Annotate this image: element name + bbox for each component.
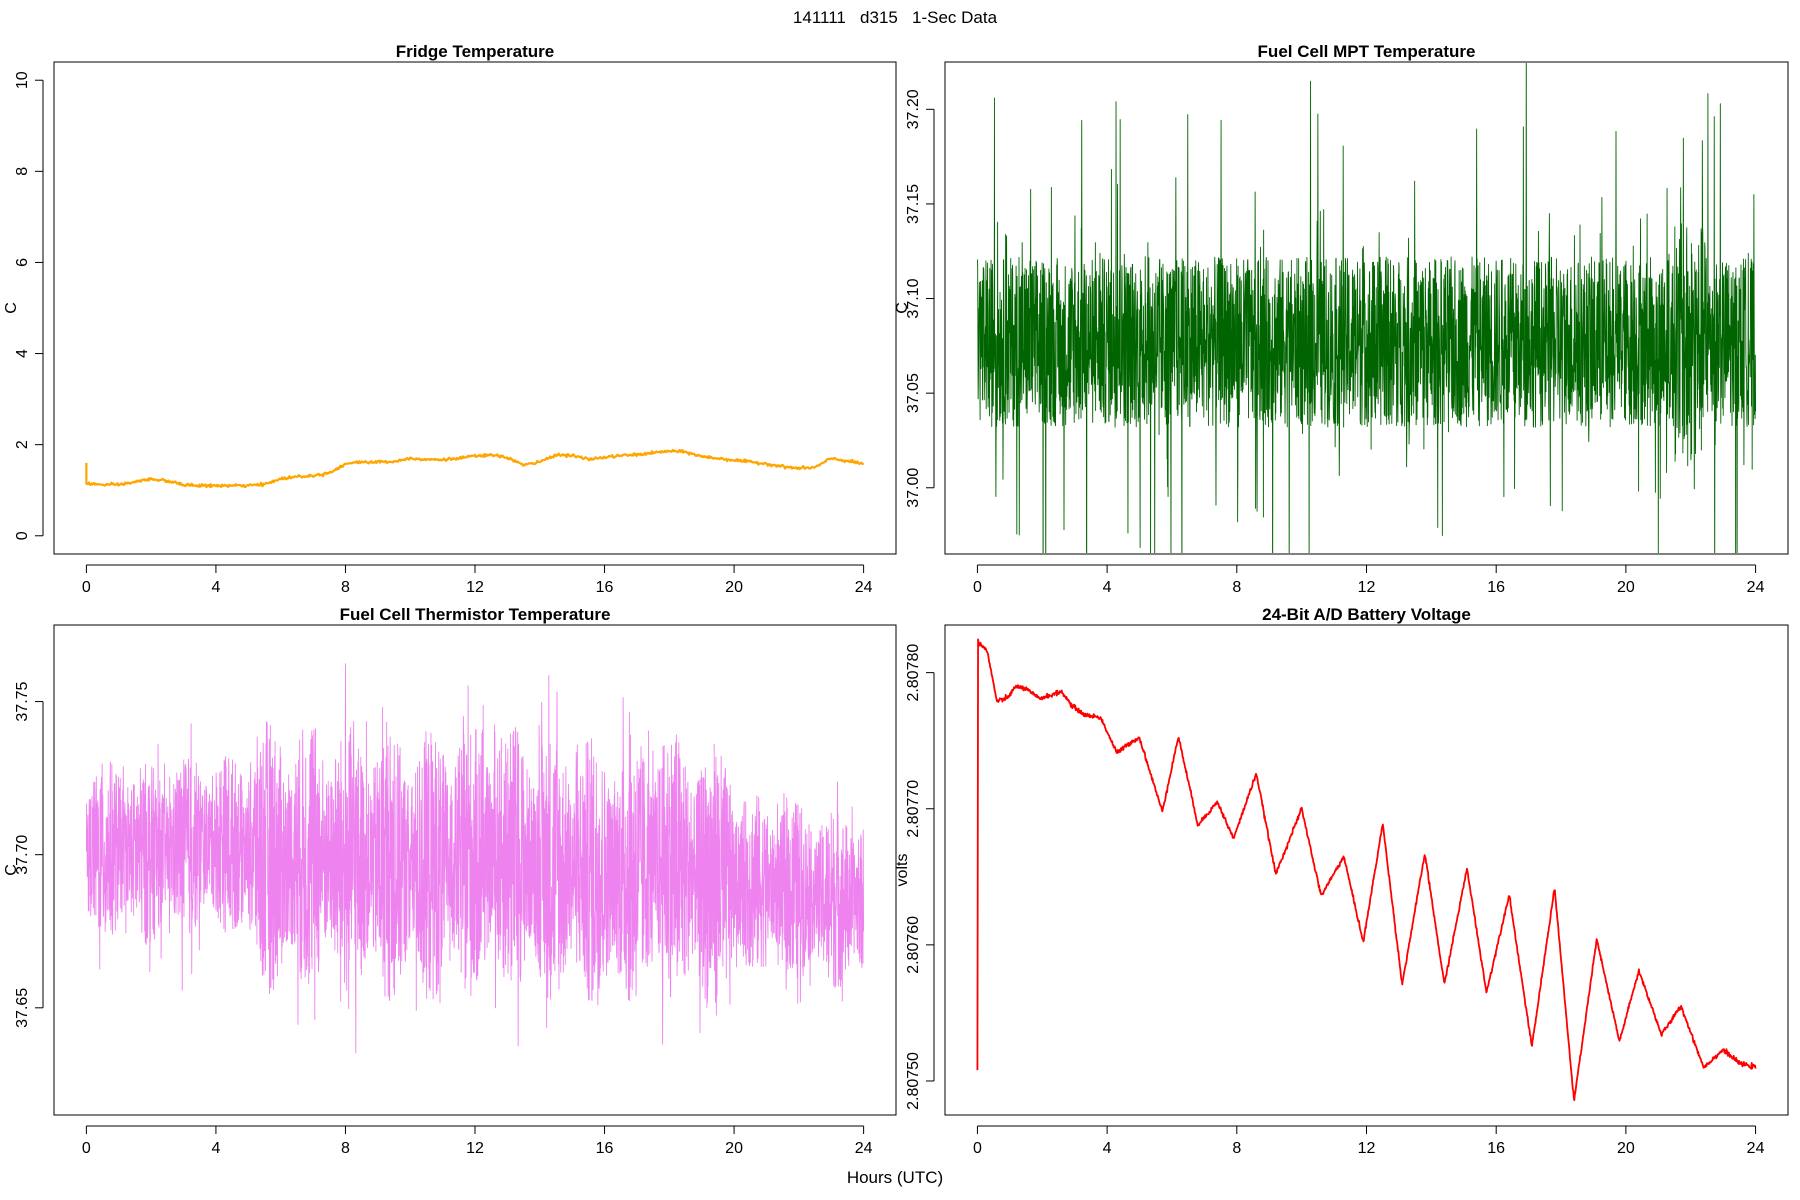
x-tick-label: 16 [1487,579,1505,596]
x-tick-label: 20 [725,579,743,596]
x-tick-label: 8 [341,1140,350,1157]
y-tick-label: 37.10 [905,278,922,318]
y-tick-label: 2.80760 [905,916,922,974]
y-tick-label: 2.80780 [905,644,922,702]
x-tick-label: 0 [973,579,982,596]
x-tick-label: 24 [1747,1140,1765,1157]
y-tick-label: 6 [14,258,31,267]
x-tick-label: 0 [82,579,91,596]
y-tick-label: 2.80750 [905,1052,922,1110]
panel-fuel-cell-thermistor-temperature: Fuel Cell Thermistor Temperature 0 4 8 12 16 2… [3,605,897,1157]
y-tick-label: 8 [14,167,31,176]
x-tick-label: 20 [1617,579,1635,596]
x-tick-label: 16 [596,1140,614,1157]
y-tick-label: 4 [14,349,31,358]
x-tick-label: 0 [82,1140,91,1157]
y-axis-label: C [3,864,20,876]
plot-frame [53,61,897,555]
x-tick-label: 16 [596,579,614,596]
x-tick-label: 8 [1232,1140,1241,1157]
x-tick-label: 20 [1617,1140,1635,1157]
x-tick-label: 16 [1487,1140,1505,1157]
y-tick-label: 0 [14,531,31,540]
y-tick-label: 10 [14,71,31,89]
panel-battery-voltage: 24-Bit A/D Battery Voltage 0 4 8 12 16 20 24 2.8… [894,605,1789,1157]
y-tick-label: 2 [14,440,31,449]
series-line [976,638,1757,1102]
plot-frame [944,61,1789,555]
series-line [85,663,865,1054]
y-tick-label: 37.00 [905,468,922,508]
x-tick-label: 8 [341,579,350,596]
x-tick-label: 8 [1232,579,1241,596]
plot-frame [53,624,897,1116]
series-line [976,63,1757,553]
x-tick-label: 4 [211,579,220,596]
common-xlabel: Hours (UTC) [847,1168,943,1187]
x-tick-label: 12 [466,579,484,596]
page-title: 141111 d315 1-Sec Data [793,8,998,27]
x-tick-label: 24 [1747,579,1765,596]
y-axis-label: volts [894,854,911,887]
x-tick-label: 20 [725,1140,743,1157]
y-tick-label: 37.15 [905,184,922,224]
panel-title: 24-Bit A/D Battery Voltage [1262,605,1471,624]
x-tick-label: 24 [855,1140,873,1157]
x-tick-label: 4 [1103,579,1112,596]
series-line [85,448,865,489]
y-axis-label: C [894,302,911,314]
y-tick-label: 37.20 [905,89,922,129]
y-axis-label: C [3,302,20,314]
y-tick-label: 37.05 [905,373,922,413]
x-tick-label: 12 [466,1140,484,1157]
panel-title: Fuel Cell MPT Temperature [1258,42,1476,61]
panel-title: Fridge Temperature [396,42,554,61]
plot-frame [944,624,1789,1116]
x-tick-label: 24 [855,579,873,596]
y-tick-label: 2.80770 [905,780,922,838]
y-tick-label: 37.75 [14,681,31,721]
panel-title: Fuel Cell Thermistor Temperature [340,605,611,624]
x-tick-label: 0 [973,1140,982,1157]
y-tick-label: 37.70 [14,835,31,875]
y-tick-label: 37.65 [14,988,31,1028]
x-tick-label: 4 [211,1140,220,1157]
x-tick-label: 12 [1358,579,1376,596]
x-tick-label: 4 [1103,1140,1112,1157]
panel-fuel-cell-mpt-temperature: Fuel Cell MPT Temperature 0 4 8 12 16 20 24 37.0… [894,42,1789,596]
x-tick-label: 12 [1358,1140,1376,1157]
